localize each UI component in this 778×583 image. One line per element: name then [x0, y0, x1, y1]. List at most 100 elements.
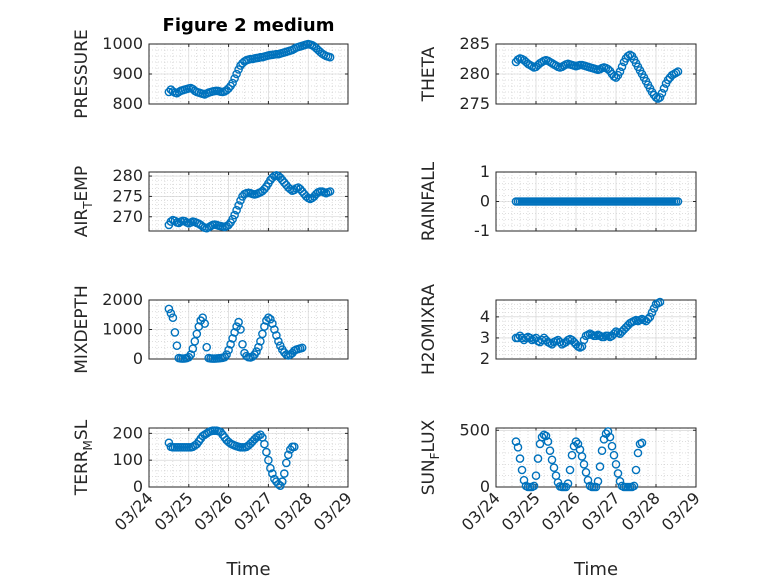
y-tick-label: 1 — [480, 162, 490, 181]
data-point — [609, 450, 619, 460]
data-point — [597, 446, 607, 456]
axis-box — [148, 427, 349, 488]
data-point — [645, 312, 655, 322]
x-axis-label-left: Time — [225, 559, 270, 580]
data-point — [603, 427, 613, 436]
data-point — [613, 469, 623, 478]
data-point — [254, 431, 263, 441]
data-point — [264, 455, 273, 465]
data-point — [511, 437, 521, 446]
y-tick-label: 0 — [133, 477, 143, 496]
data-point — [230, 74, 239, 83]
data-point — [164, 87, 174, 97]
data-point — [607, 441, 617, 451]
subplot-mixdepth: 0 1000 2000 MIXDEPTH — [72, 285, 349, 374]
y-tick-label: 500 — [459, 420, 490, 439]
data-point — [649, 304, 659, 313]
data-point — [236, 196, 245, 205]
y-tick-label: 270 — [112, 207, 143, 226]
data-point — [166, 308, 176, 318]
y-tick-label: 275 — [112, 186, 143, 205]
data-point — [234, 201, 243, 210]
data-point — [238, 339, 247, 349]
data-point — [198, 313, 207, 323]
data-point — [260, 184, 269, 194]
y-tick-label: 2 — [480, 349, 490, 368]
data-point — [268, 469, 277, 478]
plot-area — [148, 427, 349, 488]
x-tick-label: 03/26 — [190, 488, 236, 534]
y-axis-label-terr-msl: TERRMSL — [72, 419, 95, 496]
x-tick-label: 03/28 — [618, 488, 664, 534]
data-point — [200, 319, 209, 328]
data-point — [228, 78, 237, 88]
data-point — [657, 88, 667, 98]
y-tick-label: 280 — [459, 64, 490, 83]
data-point — [577, 452, 587, 461]
x-tick-label: 03/27 — [578, 488, 624, 534]
y-tick-label: 800 — [112, 94, 143, 113]
x-tick-label: 03/28 — [270, 488, 316, 534]
data-point — [517, 465, 527, 475]
plot-area — [495, 427, 697, 488]
y-axis-label-rainfall: RAINFALL — [419, 161, 439, 241]
data-point — [260, 439, 269, 449]
data-point — [254, 342, 263, 352]
data-point — [563, 479, 573, 488]
data-point — [222, 350, 231, 359]
data-point — [224, 220, 233, 230]
data-point — [232, 69, 241, 79]
subplot-h2omixra: 2 3 4 H2OMIXRA — [419, 284, 697, 375]
data-point — [659, 84, 669, 93]
x-tick-label: 03/26 — [538, 488, 584, 534]
data-point — [252, 347, 261, 356]
data-point — [325, 52, 335, 62]
data-point — [272, 331, 281, 340]
data-point — [605, 432, 615, 442]
data-point — [595, 462, 605, 471]
data-point — [615, 476, 625, 486]
subplot-rainfall: -1 0 1 RAINFALL — [419, 161, 697, 241]
data-point — [186, 350, 196, 359]
data-point — [281, 458, 291, 468]
data-point — [531, 471, 541, 481]
y-tick-label: 3 — [480, 328, 490, 347]
y-tick-label: 275 — [459, 94, 490, 113]
data-point — [224, 345, 233, 355]
data-point — [262, 447, 271, 457]
data-point — [611, 459, 621, 469]
data-point — [537, 432, 547, 442]
data-point — [571, 437, 581, 446]
y-tick-label: 0 — [133, 349, 143, 368]
data-point — [567, 450, 577, 460]
data-point — [230, 210, 239, 220]
x-tick-label: 03/29 — [310, 488, 356, 534]
x-tick-label: 03/27 — [230, 488, 276, 534]
y-tick-label: 4 — [480, 307, 490, 326]
data-point — [279, 469, 289, 478]
data-point — [224, 84, 233, 93]
data-point — [615, 67, 625, 76]
data-point — [579, 459, 589, 469]
y-tick-label: 285 — [459, 34, 490, 53]
axis-box — [148, 43, 349, 105]
data-point — [515, 454, 525, 463]
subplot-theta: 275 280 285 THETA — [419, 34, 697, 113]
y-tick-label: 0 — [480, 192, 490, 211]
data-point — [583, 475, 593, 485]
data-point — [264, 313, 273, 323]
data-point — [609, 329, 619, 339]
data-point — [533, 454, 543, 463]
axis-box — [495, 299, 697, 360]
data-point — [631, 465, 641, 475]
subplot-terr-msl: 0100200TERRMSL03/2403/2503/2603/2703/280… — [72, 419, 356, 534]
data-point — [275, 481, 285, 491]
data-point — [591, 482, 601, 492]
data-point — [617, 62, 627, 72]
y-tick-label: 2000 — [102, 290, 143, 309]
data-point — [226, 339, 235, 349]
data-point — [513, 442, 523, 452]
